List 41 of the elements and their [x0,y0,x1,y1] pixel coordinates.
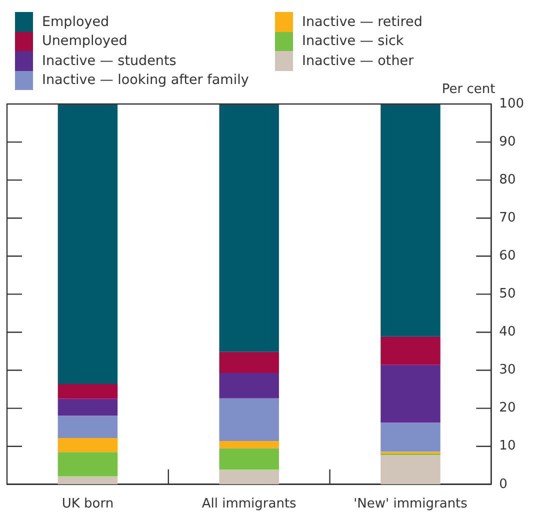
y-tick-label: 90 [499,134,516,150]
bar [219,372,279,398]
legend-label: Inactive — retired [302,14,422,30]
bar [380,422,440,452]
y-axis-title: Per cent [442,82,496,97]
x-tick-label: UK born [62,496,114,512]
y-tick-label: 50 [499,286,516,302]
bar [380,104,440,336]
bar [380,336,440,365]
bar [219,448,279,470]
y-tick-label: 100 [499,96,524,112]
y-tick-label: 60 [499,248,516,264]
bar [219,352,279,373]
bar [219,470,279,484]
y-tick-label: 20 [499,400,516,416]
legend-label: Unemployed [42,33,128,50]
bar [380,455,440,484]
y-tick-label: 80 [499,172,516,188]
bar [58,104,118,384]
bar [219,398,279,442]
bar [58,452,118,476]
bar [58,416,118,438]
bar [58,384,118,399]
legend-label: Inactive — looking after family [42,72,249,88]
legend-label: Inactive — students [42,52,176,69]
y-tick-label: 70 [499,210,516,226]
y-tick-label: 0 [499,476,508,492]
y-tick-label: 40 [499,324,516,340]
legend-label: Inactive — sick [302,33,404,50]
y-tick-label: 10 [499,438,516,454]
bar [219,104,279,352]
bar [380,364,440,423]
bar [58,438,118,452]
x-tick-label: 'New' immigrants [354,496,468,512]
y-tick-label: 30 [499,362,516,378]
bar [58,398,118,416]
bar [219,441,279,448]
x-tick-label: All immigrants [202,496,297,512]
bar [58,476,118,484]
legend-label: Employed [42,14,110,30]
legend-label: Inactive — other [302,52,414,69]
